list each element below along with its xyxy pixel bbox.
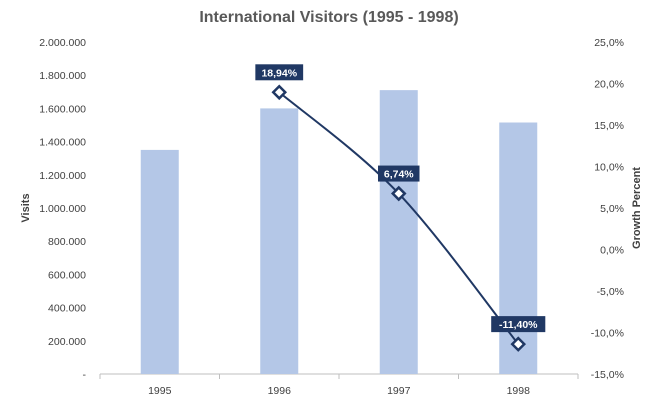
bar: [140, 149, 179, 374]
y-left-tick-label: 800.000: [48, 236, 86, 248]
bar: [499, 122, 538, 374]
y-right-tick-label: 20,0%: [594, 79, 624, 91]
y-left-tick-label: 1.200.000: [39, 170, 86, 182]
y-left-tick-label: 2.000.000: [39, 37, 86, 49]
y-left-tick-label: 1.600.000: [39, 103, 86, 115]
y-left-tick-label: -: [83, 369, 87, 381]
data-label: -11,40%: [499, 319, 538, 331]
x-tick-label: 1996: [268, 385, 292, 397]
y-left-tick-label: 1.000.000: [39, 203, 86, 215]
data-label-box: [255, 64, 304, 81]
chart-axes: - 200.000 400.000 600.000 800.000 1.000.000 1.…: [39, 37, 624, 397]
y-right-tick-label: 5,0%: [600, 203, 624, 215]
x-tick-label: 1995: [148, 385, 172, 397]
growth-line-series: [271, 84, 527, 352]
x-tick-label: 1997: [387, 385, 411, 397]
data-label: 6,74%: [384, 169, 414, 181]
y-right-tick-label: 25,0%: [594, 37, 624, 49]
y-right-tick-label: -10,0%: [591, 328, 624, 340]
y-right-axis-title: Growth Percent: [631, 167, 643, 249]
y-right-tick-label: -5,0%: [597, 286, 624, 298]
x-tick-label: 1998: [507, 385, 531, 397]
y-left-tick-label: 1.800.000: [39, 70, 86, 82]
y-right-tick-label: 15,0%: [594, 120, 624, 132]
y-right-tick-label: -15,0%: [591, 369, 624, 381]
data-label-box: [378, 165, 420, 182]
y-right-tick-label: 0,0%: [600, 245, 624, 257]
y-left-axis-title: Visits: [20, 193, 32, 222]
y-left-tick-label: 600.000: [48, 269, 86, 281]
bar-series: [140, 90, 538, 375]
y-left-tick-label: 1.400.000: [39, 137, 86, 149]
data-label-box: [491, 316, 546, 333]
bar: [379, 90, 418, 374]
growth-marker: [510, 336, 527, 352]
data-label: 18,94%: [261, 67, 297, 79]
growth-marker: [271, 84, 288, 101]
y-left-tick-label: 400.000: [48, 303, 86, 315]
y-left-tick-label: 200.000: [48, 336, 86, 348]
growth-marker: [390, 185, 407, 202]
bar: [260, 108, 299, 375]
chart-title: International Visitors (1995 - 1998): [199, 9, 458, 26]
y-right-tick-label: 10,0%: [594, 162, 624, 174]
data-labels: 18,94% 6,74% -11,40%: [255, 64, 546, 333]
